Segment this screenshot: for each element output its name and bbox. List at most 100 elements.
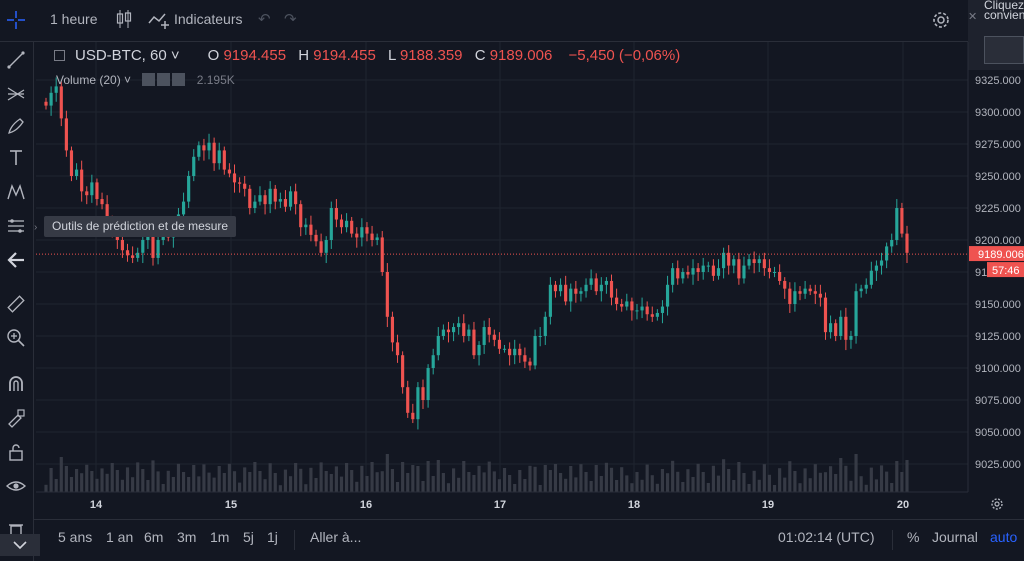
undo-icon[interactable]: ↶ xyxy=(258,11,271,28)
range-5-years[interactable]: 5 ans xyxy=(58,529,93,545)
volume-bar xyxy=(686,469,690,492)
symbol-chevron-icon[interactable]: ˅ xyxy=(166,47,180,64)
time-tick-label: 17 xyxy=(494,499,506,511)
candle-body xyxy=(314,234,318,242)
candle-body xyxy=(207,142,211,151)
indicators-icon[interactable] xyxy=(148,11,170,29)
candle-body xyxy=(548,284,552,317)
change-value: −5,450 (−0,06%) xyxy=(568,47,681,64)
trend-line-icon[interactable] xyxy=(6,50,26,70)
volume-remove-icon[interactable] xyxy=(172,73,186,86)
drawing-toolbar xyxy=(0,42,34,561)
ruler-icon[interactable] xyxy=(6,294,26,314)
candle-body xyxy=(813,291,817,294)
axis-settings-gear-icon[interactable] xyxy=(991,498,1003,510)
volume-bar xyxy=(528,465,532,492)
volume-bar xyxy=(727,469,731,492)
candle-body xyxy=(120,240,124,251)
lock-icon[interactable] xyxy=(6,442,26,462)
candle-body xyxy=(457,323,461,328)
fib-tool-icon[interactable] xyxy=(6,84,26,104)
candle-body xyxy=(752,259,756,264)
auto-scale-toggle[interactable]: auto xyxy=(990,529,1018,545)
volume-settings-icon[interactable] xyxy=(157,73,171,86)
volume-bar xyxy=(849,480,853,492)
candle-body xyxy=(604,280,608,285)
eye-icon[interactable] xyxy=(6,476,26,496)
volume-bar xyxy=(441,473,445,492)
volume-bar xyxy=(273,473,277,492)
volume-bar xyxy=(44,484,48,492)
volume-bar xyxy=(85,464,89,492)
volume-bar xyxy=(329,474,333,492)
volume-bar xyxy=(513,484,517,492)
candle-body xyxy=(74,169,79,176)
volume-bar xyxy=(477,465,481,492)
candle-body xyxy=(859,288,863,292)
symbol-label[interactable]: USD-BTC, 60 xyxy=(75,47,167,64)
range-3-months[interactable]: 3m xyxy=(177,529,197,545)
range-5-days[interactable]: 5j xyxy=(243,529,254,545)
close-icon[interactable]: ✕ xyxy=(968,11,978,23)
log-scale-toggle[interactable]: Journal xyxy=(932,529,978,545)
lock-drawings-icon[interactable] xyxy=(6,408,26,428)
candle-body xyxy=(441,329,445,336)
volume-bar xyxy=(288,476,293,492)
candle-body xyxy=(609,280,614,298)
volume-bar xyxy=(151,460,155,492)
side-panel-line1: Cliquez xyxy=(984,0,1024,12)
volume-bar xyxy=(615,480,619,492)
back-arrow-icon[interactable] xyxy=(6,250,26,270)
indicators-button[interactable]: Indicateurs xyxy=(174,11,243,27)
volume-chevron-icon[interactable]: ˅ xyxy=(120,73,132,87)
magnet-icon[interactable] xyxy=(6,374,26,394)
volume-bar xyxy=(859,476,863,492)
volume-bar xyxy=(716,475,721,492)
volume-visibility-icon[interactable] xyxy=(142,73,156,86)
collapse-toolbar-button[interactable] xyxy=(0,534,40,556)
zoom-in-icon[interactable] xyxy=(6,328,26,348)
side-panel-button[interactable] xyxy=(984,36,1024,64)
collapse-legend-icon[interactable] xyxy=(54,50,65,61)
range-1-year[interactable]: 1 an xyxy=(106,529,134,545)
volume-bar xyxy=(813,464,817,492)
volume-bar xyxy=(564,478,568,492)
brush-icon[interactable] xyxy=(6,116,26,136)
volume-bar xyxy=(395,482,400,492)
interval-button[interactable]: 1 heure xyxy=(50,11,98,27)
volume-bar xyxy=(900,472,904,492)
range-6-months[interactable]: 6m xyxy=(144,529,164,545)
crosshair-icon[interactable] xyxy=(6,10,26,30)
volume-bar xyxy=(905,460,909,492)
percent-scale-toggle[interactable]: % xyxy=(907,529,920,545)
candles xyxy=(44,77,909,430)
price-tick-label: 9300.000 xyxy=(975,107,1021,119)
divider xyxy=(892,530,893,550)
candle-body xyxy=(319,241,323,253)
candle-body xyxy=(227,169,231,174)
volume-bar xyxy=(248,472,252,492)
settings-gear-icon[interactable] xyxy=(930,9,952,31)
pattern-tool-icon[interactable] xyxy=(6,182,26,202)
grid-lines xyxy=(36,42,968,492)
candle-body xyxy=(737,259,741,279)
time-axis[interactable]: 14 15 16 17 18 19 20 xyxy=(36,491,968,511)
utc-clock[interactable]: 01:02:14 (UTC) xyxy=(778,529,875,545)
candle-body xyxy=(350,220,354,234)
range-1-day[interactable]: 1j xyxy=(267,529,278,545)
candle-body xyxy=(818,293,822,298)
volume-label[interactable]: Volume (20) xyxy=(56,73,121,87)
candle-body xyxy=(95,182,99,200)
candle-body xyxy=(395,342,400,356)
text-tool-icon[interactable] xyxy=(6,148,26,168)
price-axis[interactable]: 9025.000 9050.000 9075.000 9100.000 9125.000… xyxy=(967,42,1021,492)
goto-date-button[interactable]: Aller à... xyxy=(310,529,362,545)
measure-tool-icon[interactable] xyxy=(6,216,26,236)
range-1-month[interactable]: 1m xyxy=(210,529,230,545)
redo-icon[interactable]: ↷ xyxy=(284,11,297,28)
volume-bar xyxy=(869,467,873,492)
candle-body xyxy=(732,259,736,266)
chart-type-candles-icon[interactable] xyxy=(116,9,132,29)
candle-body xyxy=(905,233,909,253)
